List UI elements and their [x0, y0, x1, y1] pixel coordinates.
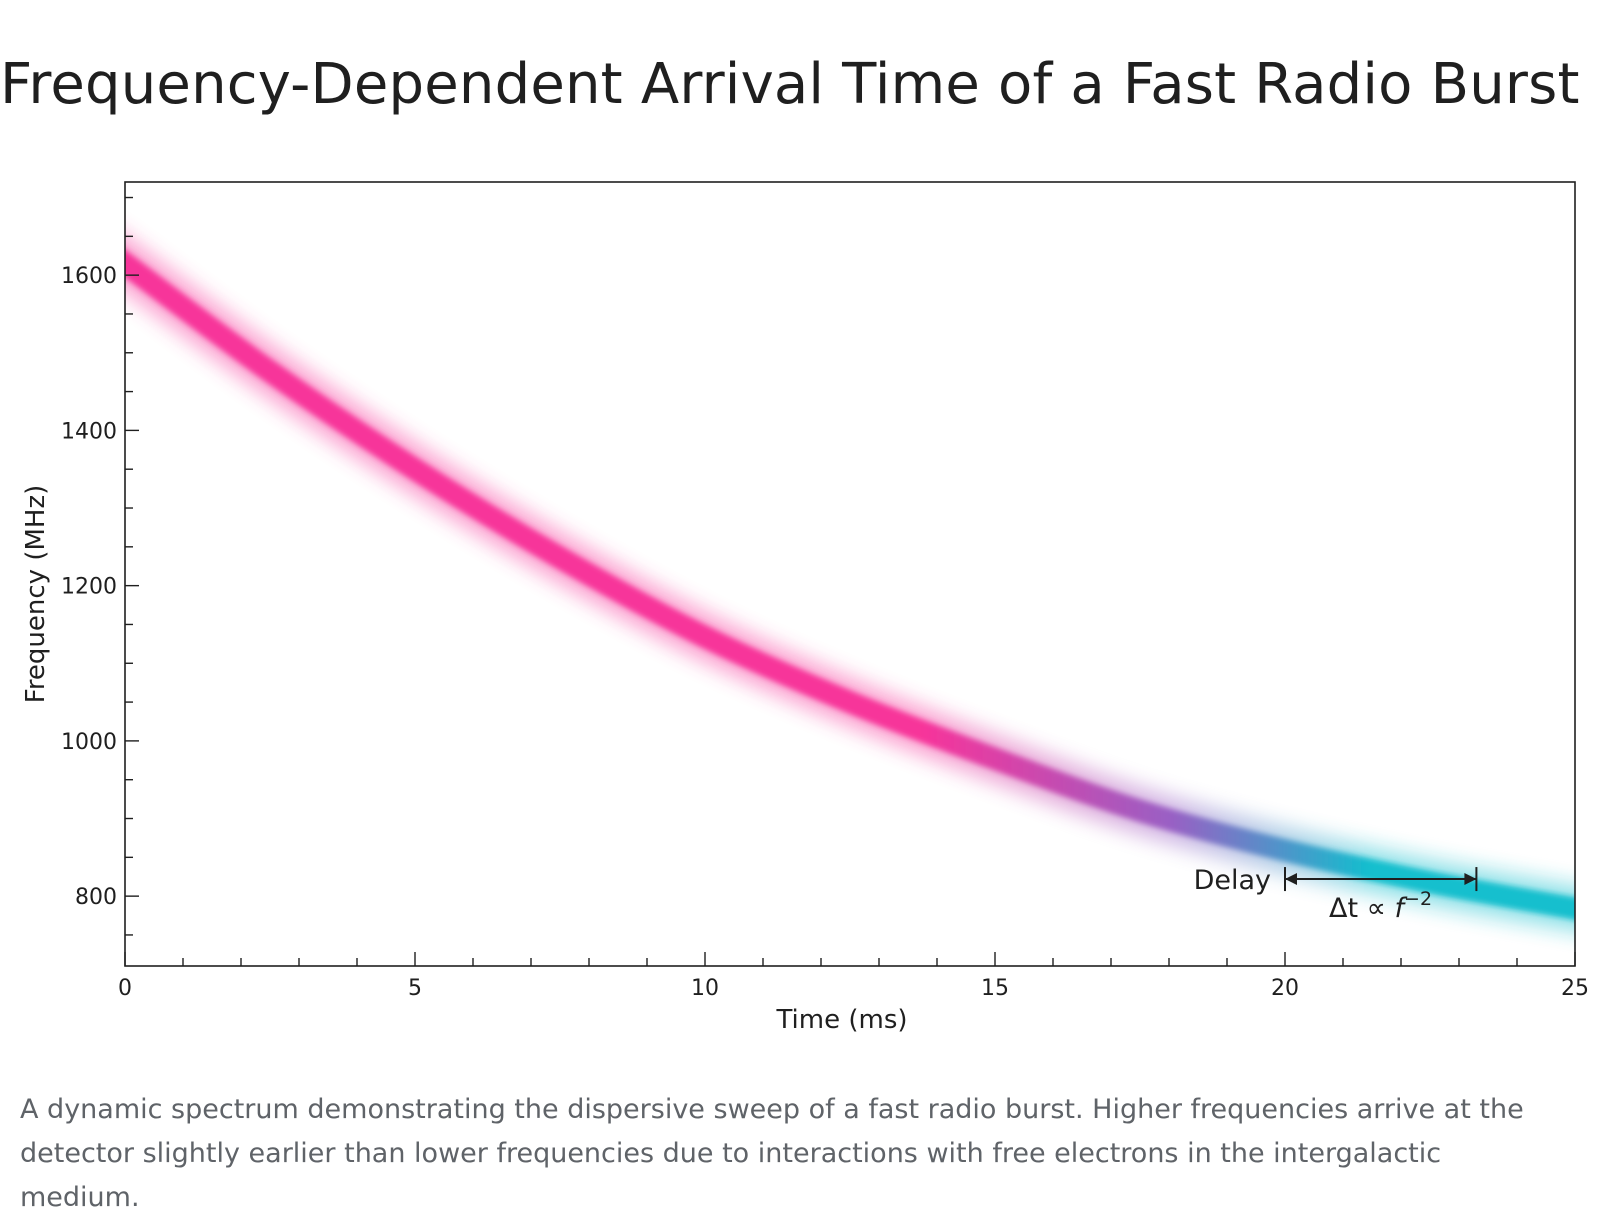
burst-sweep-line — [125, 249, 1575, 920]
page-title: Frequency-Dependent Arrival Time of a Fa… — [0, 52, 1580, 117]
delay-arrowhead-left — [1285, 873, 1297, 886]
delay-arrowhead-right — [1464, 873, 1477, 886]
x-tick-label: 25 — [1561, 976, 1589, 1001]
y-axis-title: Frequency (MHz) — [21, 485, 51, 704]
x-axis-title: Time (ms) — [775, 1005, 907, 1035]
x-tick-label: 20 — [1271, 976, 1299, 1001]
figure-caption: A dynamic spectrum demonstrating the dis… — [20, 1094, 1524, 1213]
delay-label: Delay — [1194, 865, 1271, 896]
y-tick-label: 1600 — [61, 264, 117, 289]
x-tick-label: 5 — [408, 976, 422, 1001]
burst-glow — [125, 234, 1575, 932]
chart: 0 5 10 15 20 25 800 1000 1200 1400 1600 Time (ms) Fr… — [21, 181, 1589, 1035]
x-tick-label: 15 — [981, 976, 1009, 1001]
x-tick-label: 10 — [691, 976, 719, 1001]
y-tick-label: 1000 — [61, 730, 117, 755]
delay-formula: Δt ∝ f−2 — [1329, 888, 1432, 924]
y-tick-label: 1200 — [61, 575, 117, 600]
plot-frame — [124, 181, 1576, 967]
y-tick-label: 1400 — [61, 419, 117, 444]
x-tick-label: 0 — [118, 976, 132, 1001]
y-tick-label: 800 — [75, 885, 117, 910]
